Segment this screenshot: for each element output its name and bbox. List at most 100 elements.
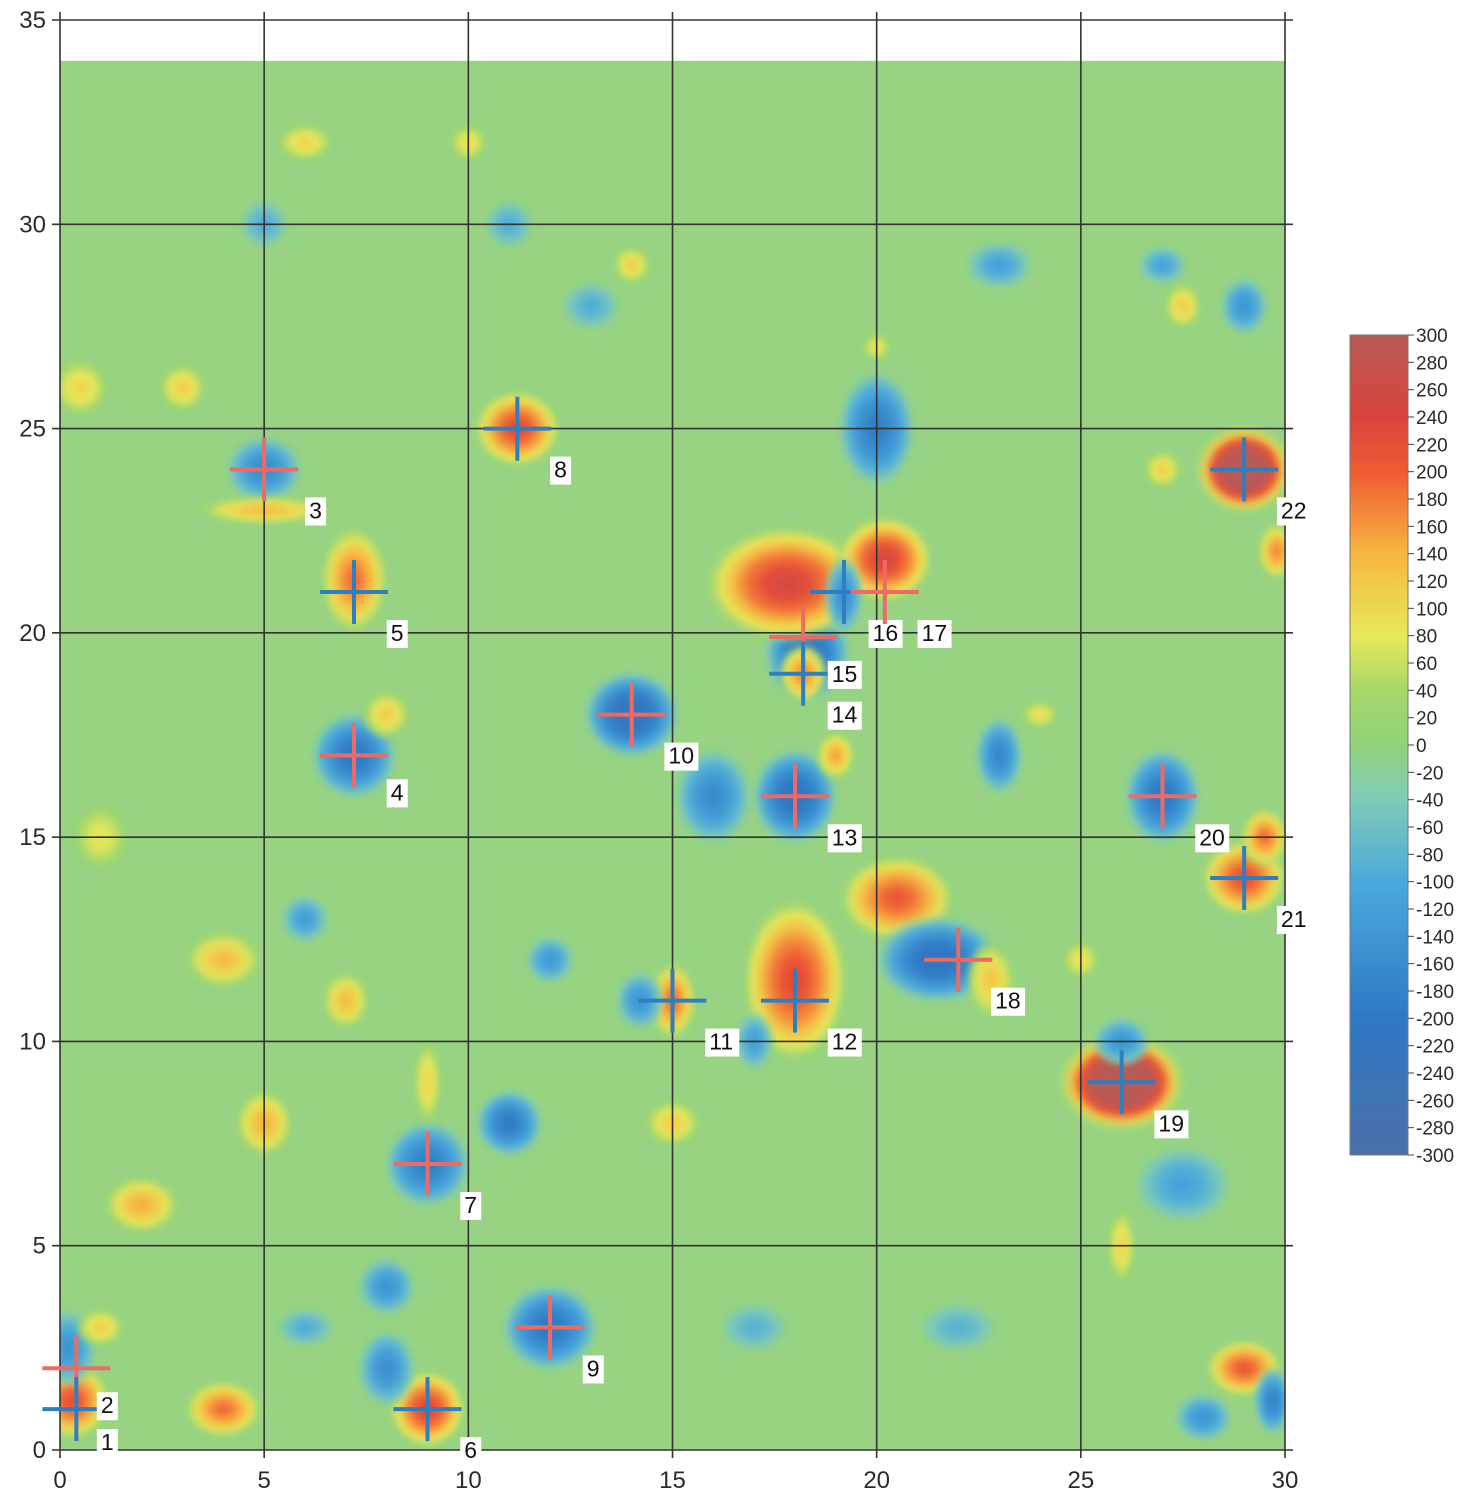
target-marker-10: 10	[597, 682, 699, 771]
target-label: 10	[668, 743, 694, 769]
anomaly-12	[100, 1174, 183, 1236]
colorbar-tick-label: 20	[1416, 709, 1437, 730]
target-marker-8: 8	[483, 396, 572, 485]
anomaly-65	[1142, 449, 1183, 490]
target-label: 5	[391, 620, 404, 646]
target-label: 7	[464, 1192, 477, 1218]
target-label: 8	[554, 457, 567, 483]
anomaly-15	[279, 893, 331, 945]
target-label: 12	[832, 1029, 858, 1055]
target-label-background	[827, 824, 862, 853]
colorbar-tick-label: 60	[1416, 654, 1437, 675]
colorbar-tick-label: -200	[1416, 1009, 1454, 1030]
colorbar-tick-label: 260	[1416, 381, 1448, 402]
target-label: 17	[922, 620, 948, 646]
target-label-background	[96, 1392, 118, 1421]
target-label: 13	[832, 824, 858, 850]
target-label-background	[460, 1437, 482, 1466]
target-label-background	[917, 620, 952, 649]
anomaly-21	[361, 689, 413, 741]
anomaly-53	[1162, 280, 1204, 332]
x-tick-label: 15	[659, 1467, 686, 1494]
colorbar-tick-label: -40	[1416, 791, 1443, 812]
target-label: 20	[1199, 824, 1225, 850]
anomaly-10	[412, 1036, 443, 1129]
colorbar-tick-label: 100	[1416, 599, 1448, 620]
x-tick-label: 20	[863, 1467, 890, 1494]
target-label: 22	[1281, 497, 1307, 523]
y-tick-label: 0	[33, 1437, 46, 1464]
target-label-background	[705, 1028, 740, 1057]
target-marker-6: 6	[393, 1377, 482, 1466]
anomaly-50	[973, 714, 1025, 797]
target-marker-5: 5	[320, 560, 408, 649]
colorbar-tick-label: 120	[1416, 572, 1448, 593]
target-label: 19	[1158, 1110, 1184, 1136]
x-tick-label: 10	[455, 1467, 482, 1494]
x-tick-label: 5	[257, 1467, 270, 1494]
target-marker-22: 22	[1210, 437, 1311, 526]
target-label-background	[827, 1028, 862, 1057]
colorbar-tick-label: -60	[1416, 818, 1443, 839]
colorbar-tick-label: -280	[1416, 1119, 1454, 1140]
colorbar-tick-label: 0	[1416, 736, 1427, 757]
target-marker-12: 12	[761, 968, 862, 1057]
target-label-background	[1276, 497, 1311, 526]
target-marker-2: 2	[42, 1377, 118, 1442]
target-marker-3: 3	[230, 437, 327, 526]
anomaly-30	[815, 729, 857, 781]
target-marker-18: 18	[924, 927, 1026, 1016]
target-label-background	[550, 456, 572, 485]
target-label: 21	[1281, 906, 1307, 932]
target-label-background	[96, 1429, 118, 1457]
target-marker-15: 15	[769, 641, 862, 706]
anomaly-54	[1136, 244, 1189, 286]
target-label: 3	[309, 497, 322, 523]
y-tick-label: 25	[19, 416, 46, 443]
anomaly-58	[156, 362, 209, 414]
colorbar: 3002802602402202001801601401201008060402…	[1349, 326, 1454, 1167]
anomaly-49	[1172, 1391, 1234, 1443]
target-label: 16	[873, 620, 899, 646]
colorbar-tick-label: -140	[1416, 927, 1454, 948]
target-label-background	[460, 1192, 482, 1221]
anomaly-64	[560, 280, 622, 332]
colorbar-tick-label: -20	[1416, 763, 1443, 784]
y-tick-label: 10	[19, 1028, 46, 1055]
anomaly-59	[60, 357, 112, 419]
y-tick-label: 30	[19, 211, 46, 238]
target-marker-1: 1	[42, 1336, 118, 1457]
target-marker-20: 20	[1128, 764, 1230, 853]
target-marker-7: 7	[393, 1132, 482, 1221]
y-tick-label: 15	[19, 824, 46, 851]
anomaly-14	[320, 969, 372, 1032]
target-marker-19: 19	[1087, 1050, 1189, 1139]
anomaly-74	[1252, 1365, 1285, 1437]
target-label: 6	[464, 1437, 477, 1463]
colorbar-tick-label: 240	[1416, 408, 1448, 429]
colorbar-tick-label: 160	[1416, 517, 1448, 538]
anomaly-56	[611, 244, 653, 286]
target-label: 14	[832, 702, 858, 728]
anomaly-55	[963, 239, 1035, 291]
target-label-background	[664, 742, 699, 771]
colorbar-tick-label: -240	[1416, 1064, 1454, 1085]
anomaly-68	[274, 1307, 336, 1348]
y-tick-label: 35	[19, 7, 46, 34]
target-label-background	[582, 1355, 604, 1384]
colorbar-tick-label: 300	[1416, 326, 1448, 347]
target-marker-4: 4	[320, 723, 408, 808]
colorbar-tick-label: 80	[1416, 627, 1437, 648]
colorbar-tick-label: 40	[1416, 681, 1437, 702]
target-label: 2	[101, 1392, 114, 1418]
anomaly-52	[1131, 1143, 1234, 1226]
anomaly-47	[1218, 275, 1270, 337]
target-label: 18	[995, 988, 1021, 1014]
target-marker-14: 14	[769, 604, 862, 730]
anomaly-71	[718, 1301, 790, 1353]
target-label-background	[386, 779, 408, 808]
anomaly-46	[1256, 520, 1285, 582]
target-label-background	[386, 620, 408, 649]
